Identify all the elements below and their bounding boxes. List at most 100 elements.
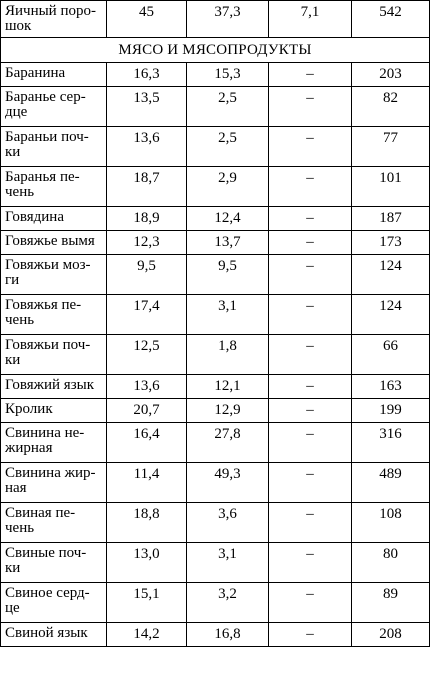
table-row: Баранина 16,3 15,3–203 [0, 62, 430, 87]
calories-cell: 199 [351, 398, 430, 423]
table-row: Бараньи поч- ки 13,6 2,5–77 [0, 126, 430, 167]
calories-cell: 77 [351, 126, 430, 167]
fat-cell: 9,5 [186, 254, 269, 295]
product-name-cell: Кролик [0, 398, 107, 423]
protein-cell: 18,8 [106, 502, 187, 543]
calories-cell: 208 [351, 622, 430, 647]
carbs-cell: – [268, 542, 352, 583]
protein-cell: 20,7 [106, 398, 187, 423]
calories-cell: 173 [351, 230, 430, 255]
table-row: Кролик 20,7 12,9–199 [0, 398, 430, 423]
protein-cell: 45 [106, 0, 187, 38]
fat-cell: 3,6 [186, 502, 269, 543]
protein-cell: 16,3 [106, 62, 187, 87]
fat-cell: 3,1 [186, 542, 269, 583]
carbs-cell: – [268, 166, 352, 207]
carbs-cell: – [268, 254, 352, 295]
protein-cell: 15,1 [106, 582, 187, 623]
fat-cell: 12,1 [186, 374, 269, 399]
protein-cell: 12,5 [106, 334, 187, 375]
table-row: Говяжьи моз- ги 9,5 9,5–124 [0, 254, 430, 295]
fat-cell: 37,3 [186, 0, 269, 38]
protein-cell: 13,5 [106, 86, 187, 127]
carbs-cell: – [268, 206, 352, 231]
fat-cell: 12,9 [186, 398, 269, 423]
protein-cell: 18,9 [106, 206, 187, 231]
calories-cell: 66 [351, 334, 430, 375]
fat-cell: 12,4 [186, 206, 269, 231]
calories-cell: 163 [351, 374, 430, 399]
protein-cell: 13,6 [106, 126, 187, 167]
nutrition-table-body: Яичный поро- шок 45 37,3 7,1 542 МЯСО И … [0, 0, 430, 647]
product-name-cell: Говяжье вымя [0, 230, 107, 255]
product-name-cell: Баранина [0, 62, 107, 87]
carbs-cell: – [268, 502, 352, 543]
calories-cell: 316 [351, 422, 430, 463]
table-row: Говяжий язык 13,6 12,1–163 [0, 374, 430, 399]
table-row: Свинина жир- ная 11,4 49,3–489 [0, 462, 430, 503]
carbs-cell: – [268, 462, 352, 503]
product-name-cell: Баранья пе- чень [0, 166, 107, 207]
carbs-cell: – [268, 86, 352, 127]
product-name-cell: Баранье сер- дце [0, 86, 107, 127]
carbs-cell: – [268, 334, 352, 375]
calories-cell: 82 [351, 86, 430, 127]
protein-cell: 13,0 [106, 542, 187, 583]
carbs-cell: – [268, 230, 352, 255]
table-row: Говяжье вымя 12,3 13,7–173 [0, 230, 430, 255]
carbs-cell: – [268, 398, 352, 423]
table-row: Свинина не- жирная 16,4 27,8–316 [0, 422, 430, 463]
calories-cell: 89 [351, 582, 430, 623]
fat-cell: 1,8 [186, 334, 269, 375]
protein-cell: 12,3 [106, 230, 187, 255]
fat-cell: 2,5 [186, 86, 269, 127]
fat-cell: 16,8 [186, 622, 269, 647]
protein-cell: 13,6 [106, 374, 187, 399]
fat-cell: 3,1 [186, 294, 269, 335]
product-name-cell: Свинина жир- ная [0, 462, 107, 503]
nutrition-table: Яичный поро- шок 45 37,3 7,1 542 МЯСО И … [0, 0, 430, 647]
protein-cell: 9,5 [106, 254, 187, 295]
calories-cell: 124 [351, 294, 430, 335]
calories-cell: 542 [351, 0, 430, 38]
product-name-cell: Свиной язык [0, 622, 107, 647]
table-row: Баранье сер- дце 13,5 2,5–82 [0, 86, 430, 127]
carbs-cell: – [268, 622, 352, 647]
protein-cell: 14,2 [106, 622, 187, 647]
calories-cell: 124 [351, 254, 430, 295]
fat-cell: 3,2 [186, 582, 269, 623]
calories-cell: 108 [351, 502, 430, 543]
carbs-cell: 7,1 [268, 0, 352, 38]
fat-cell: 13,7 [186, 230, 269, 255]
table-row: Свиное серд- це 15,1 3,2–89 [0, 582, 430, 623]
protein-cell: 18,7 [106, 166, 187, 207]
fat-cell: 15,3 [186, 62, 269, 87]
section-title: МЯСО И МЯСОПРОДУКТЫ [0, 37, 430, 63]
calories-cell: 489 [351, 462, 430, 503]
product-name-cell: Свиные поч- ки [0, 542, 107, 583]
fat-cell: 27,8 [186, 422, 269, 463]
carbs-cell: – [268, 374, 352, 399]
calories-cell: 101 [351, 166, 430, 207]
calories-cell: 203 [351, 62, 430, 87]
table-row: Говядина 18,9 12,4–187 [0, 206, 430, 231]
carbs-cell: – [268, 126, 352, 167]
table-row: Свиные поч- ки 13,0 3,1–80 [0, 542, 430, 583]
section-header-row: МЯСО И МЯСОПРОДУКТЫ [0, 37, 430, 63]
product-name-cell: Свинина не- жирная [0, 422, 107, 463]
calories-cell: 80 [351, 542, 430, 583]
carbs-cell: – [268, 294, 352, 335]
fat-cell: 49,3 [186, 462, 269, 503]
product-name-cell: Говядина [0, 206, 107, 231]
product-name-cell: Говяжьи моз- ги [0, 254, 107, 295]
calories-cell: 187 [351, 206, 430, 231]
table-row-egg-powder: Яичный поро- шок 45 37,3 7,1 542 [0, 0, 430, 38]
product-name-cell: Яичный поро- шок [0, 0, 107, 38]
table-row: Баранья пе- чень 18,7 2,9–101 [0, 166, 430, 207]
product-name-cell: Бараньи поч- ки [0, 126, 107, 167]
table-row: Свиной язык 14,2 16,8–208 [0, 622, 430, 647]
carbs-cell: – [268, 62, 352, 87]
product-name-cell: Говяжьи поч- ки [0, 334, 107, 375]
fat-cell: 2,5 [186, 126, 269, 167]
protein-cell: 11,4 [106, 462, 187, 503]
